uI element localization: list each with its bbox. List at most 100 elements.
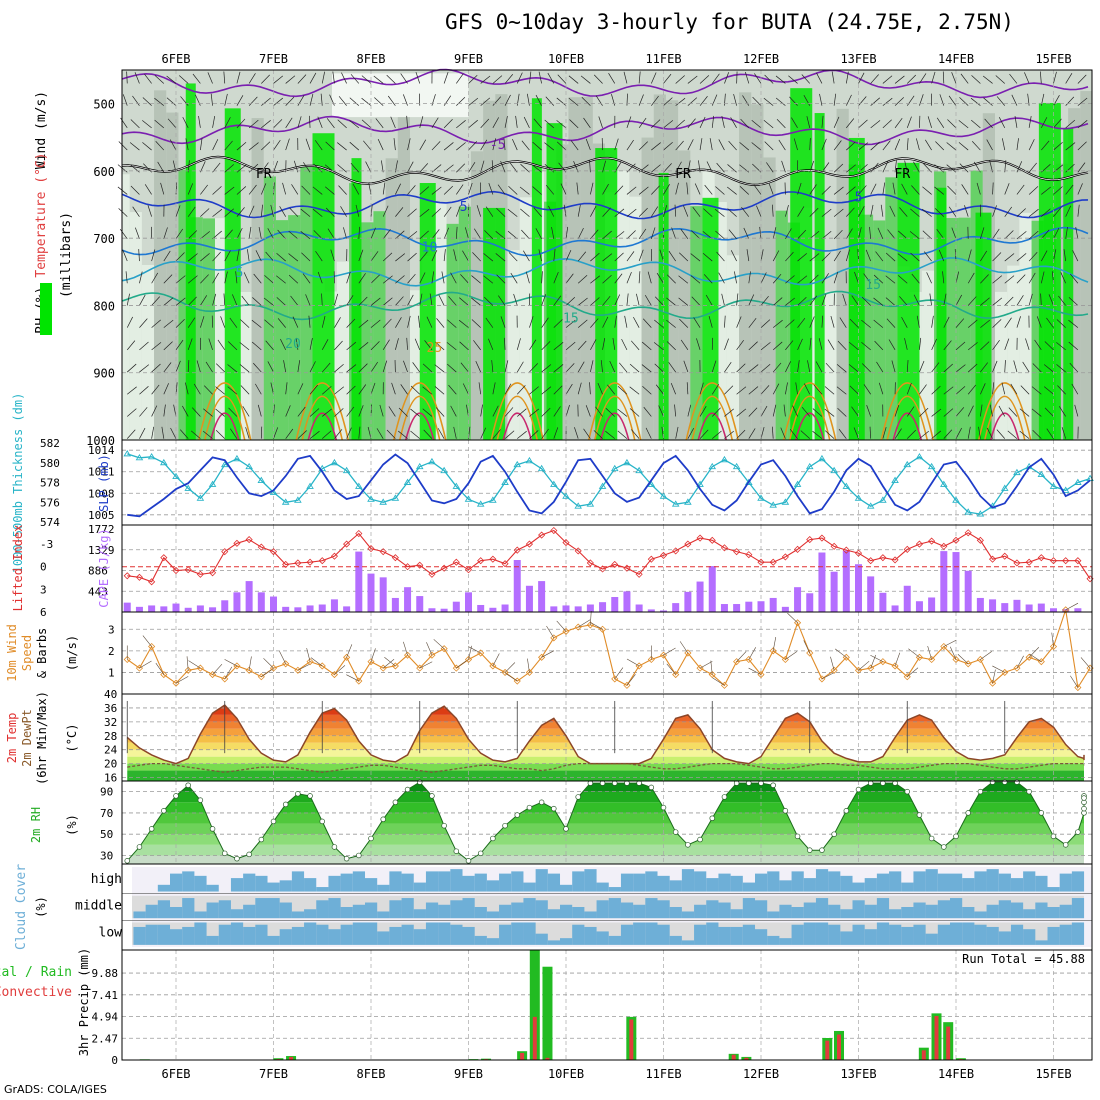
cape-bar — [964, 570, 972, 612]
thickness-point — [964, 508, 972, 515]
wind-barb — [849, 385, 859, 395]
cloud-cell — [791, 924, 804, 945]
rh-point — [660, 804, 667, 811]
lifted-index-point — [733, 548, 741, 556]
wind-speed-point — [1025, 653, 1033, 661]
warm-contour — [203, 395, 246, 441]
wind-barb — [212, 115, 216, 128]
wind-barb — [724, 315, 726, 328]
warm-contour — [295, 382, 350, 441]
wind-barb — [804, 383, 811, 395]
wind-speed-point — [208, 671, 217, 679]
wind-barb — [163, 297, 174, 306]
wind-barb — [525, 271, 530, 284]
surface-wind-barb — [666, 663, 676, 675]
wind-barb — [142, 142, 152, 151]
wind-barb — [1016, 231, 1027, 240]
wind-barb — [410, 408, 420, 417]
wind-barb — [565, 319, 576, 328]
cloud-cell — [474, 907, 487, 919]
wind-barb — [358, 426, 361, 439]
contour-label: 5 — [460, 200, 468, 215]
cloud-cell — [669, 880, 682, 892]
wind-barb — [1002, 138, 1006, 151]
wind-barb — [978, 426, 981, 439]
cape-bar — [452, 601, 460, 612]
wind-barb — [958, 142, 969, 151]
wind-barb — [666, 341, 676, 351]
wind-barb — [261, 120, 271, 129]
wind-speed-point — [269, 664, 278, 672]
rh-plume — [1038, 102, 1061, 441]
wind-barb — [943, 340, 952, 351]
wind-barb — [880, 204, 884, 217]
wind-barb — [785, 319, 795, 328]
wind-barb — [483, 253, 494, 262]
cloud-cell — [377, 884, 390, 892]
temp-band — [127, 728, 1084, 736]
cloud-cell — [1023, 871, 1036, 892]
wind-barb — [906, 406, 915, 417]
wind-barb — [967, 249, 972, 262]
thickness-point — [306, 482, 314, 489]
wind-barb — [492, 138, 497, 151]
wind-barb — [663, 97, 673, 106]
wind-barb — [419, 208, 430, 217]
isotherm — [121, 190, 1089, 220]
rh-band — [739, 92, 752, 440]
lifted-index-point — [891, 556, 899, 564]
wind-barb — [626, 186, 637, 195]
wind-barb — [772, 341, 783, 351]
wind-barb — [398, 430, 408, 439]
cloud-cell — [316, 887, 329, 892]
wind-barb — [352, 183, 360, 195]
thickness-point — [610, 464, 619, 472]
cape-bar — [525, 585, 533, 612]
lifted-index-point — [854, 549, 863, 557]
wind-barb — [456, 120, 466, 129]
lifted-index-point — [489, 555, 497, 563]
cape-bar — [903, 585, 911, 612]
wind-barb — [617, 385, 628, 395]
wind-barb — [904, 338, 908, 350]
rh-band — [127, 834, 1084, 845]
cape-bar — [1050, 608, 1057, 612]
surface-wind-barb — [590, 622, 603, 630]
wind-barb — [455, 205, 461, 217]
wind-barb — [980, 362, 988, 373]
wind-speed-point — [781, 655, 789, 664]
wind-barb — [341, 72, 347, 84]
wind-barb — [297, 360, 301, 373]
wind-barb — [846, 118, 855, 129]
cloud-cell — [438, 904, 451, 919]
cloud-cell — [389, 900, 402, 919]
wind-barb — [753, 184, 762, 195]
surface-wind-barb — [527, 658, 530, 673]
cloud-cell — [499, 924, 512, 945]
wind-barb — [532, 141, 542, 151]
wind-barb — [851, 295, 859, 306]
cloud-cell — [255, 875, 268, 892]
wind-barb — [382, 297, 393, 306]
wind-barb — [475, 360, 482, 373]
rh-point — [928, 835, 935, 842]
wind-barb — [520, 208, 530, 217]
cloud-cell — [718, 873, 731, 892]
wind-barb — [590, 339, 597, 351]
wind-barb — [846, 141, 856, 151]
wind-barb — [386, 429, 396, 439]
wind-barb — [468, 141, 478, 151]
wind-barb — [833, 229, 843, 240]
surface-wind-barb — [578, 619, 591, 628]
cape-bar — [976, 597, 984, 612]
wind-barb — [693, 317, 701, 328]
surface-wind-barb — [382, 659, 395, 669]
surface-wind-barb — [1051, 632, 1054, 647]
wind-barb — [448, 384, 457, 395]
wind-barb — [187, 360, 190, 373]
thickness-point — [257, 476, 266, 483]
rh-point — [404, 786, 411, 793]
wind-barb — [473, 340, 481, 351]
wind-barb — [647, 271, 652, 284]
thickness-point — [952, 496, 960, 503]
